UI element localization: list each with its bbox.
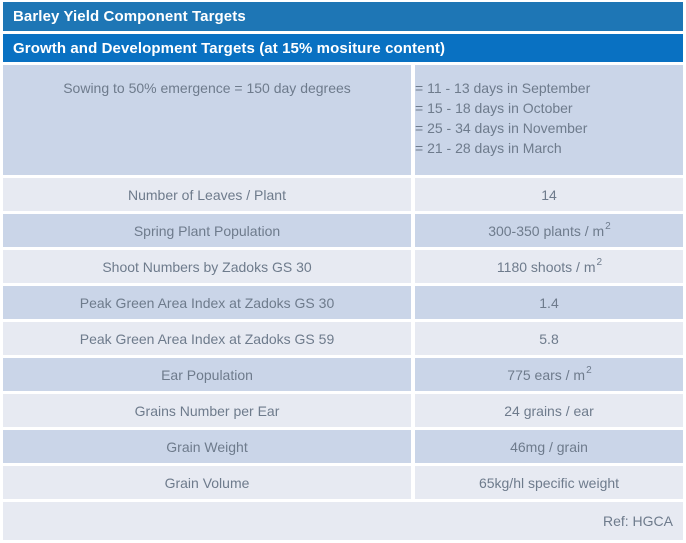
row-value-cell: 1.4 bbox=[415, 286, 683, 319]
row-label-cell: Grains Number per Ear bbox=[3, 394, 411, 427]
table-subtitle: Growth and Development Targets (at 15% m… bbox=[13, 39, 446, 57]
row-label-cell: Peak Green Area Index at Zadoks GS 30 bbox=[3, 286, 411, 319]
table-body: Sowing to 50% emergence = 150 day degree… bbox=[3, 65, 683, 499]
row-label: Peak Green Area Index at Zadoks GS 59 bbox=[79, 330, 335, 347]
row-label: Peak Green Area Index at Zadoks GS 30 bbox=[79, 294, 335, 311]
table-row: Grain Weight 46mg / grain bbox=[3, 430, 683, 463]
table-row: Sowing to 50% emergence = 150 day degree… bbox=[3, 65, 683, 175]
table-footer-row: Ref: HGCA bbox=[3, 502, 683, 540]
row-value: 65kg/hl specific weight bbox=[478, 474, 620, 491]
table-subtitle-bar: Growth and Development Targets (at 15% m… bbox=[3, 34, 683, 62]
row-label: Ear Population bbox=[161, 366, 253, 383]
row-label-cell: Spring Plant Population bbox=[3, 214, 411, 247]
table-title: Barley Yield Component Targets bbox=[13, 8, 246, 25]
row-value-cell: 46mg / grain bbox=[415, 430, 683, 463]
row-value-cell: = 11 - 13 days in September = 15 - 18 day… bbox=[415, 65, 683, 175]
row-value: 14 bbox=[541, 186, 557, 203]
row-value-line: = 21 - 28 days in March bbox=[415, 140, 562, 156]
row-value: 1180 shoots / m bbox=[496, 258, 596, 275]
row-value-cell: 14 bbox=[415, 178, 683, 211]
row-label-cell: Shoot Numbers by Zadoks GS 30 bbox=[3, 250, 411, 283]
table-row: Peak Green Area Index at Zadoks GS 30 1.… bbox=[3, 286, 683, 319]
row-label: Grain Weight bbox=[166, 438, 248, 455]
table-title-bar: Barley Yield Component Targets bbox=[3, 2, 683, 31]
table-row: Grains Number per Ear 24 grains / ear bbox=[3, 394, 683, 427]
row-label: Spring Plant Population bbox=[133, 222, 281, 239]
row-label-cell: Sowing to 50% emergence = 150 day degree… bbox=[3, 65, 411, 175]
row-label-cell: Grain Weight bbox=[3, 430, 411, 463]
table-row: Number of Leaves / Plant 14 bbox=[3, 178, 683, 211]
row-value: 300-350 plants / m bbox=[488, 222, 605, 239]
row-label-cell: Grain Volume bbox=[3, 466, 411, 499]
reference-text: Ref: HGCA bbox=[602, 513, 673, 529]
row-value-line: = 11 - 13 days in September bbox=[415, 80, 591, 96]
row-label: Grain Volume bbox=[164, 474, 250, 491]
row-value: 775 ears / m bbox=[507, 366, 586, 383]
table-row: Grain Volume 65kg/hl specific weight bbox=[3, 466, 683, 499]
row-value-cell: 24 grains / ear bbox=[415, 394, 683, 427]
row-label: Grains Number per Ear bbox=[134, 402, 280, 419]
row-value: 5.8 bbox=[539, 330, 559, 347]
row-label: Shoot Numbers by Zadoks GS 30 bbox=[102, 258, 312, 275]
row-value-line: = 25 - 34 days in November bbox=[415, 120, 588, 136]
table-row: Shoot Numbers by Zadoks GS 30 1180 shoot… bbox=[3, 250, 683, 283]
row-value-cell: 5.8 bbox=[415, 322, 683, 355]
table-row: Peak Green Area Index at Zadoks GS 59 5.… bbox=[3, 322, 683, 355]
row-value: 46mg / grain bbox=[510, 438, 588, 455]
row-value: 1.4 bbox=[539, 294, 559, 311]
row-value-line: = 15 - 18 days in October bbox=[415, 100, 573, 116]
table-row: Spring Plant Population 300-350 plants /… bbox=[3, 214, 683, 247]
row-label: Number of Leaves / Plant bbox=[128, 186, 286, 203]
row-label-cell: Number of Leaves / Plant bbox=[3, 178, 411, 211]
row-value-cell: 65kg/hl specific weight bbox=[415, 466, 683, 499]
row-label-cell: Ear Population bbox=[3, 358, 411, 391]
row-label: Sowing to 50% emergence = 150 day degree… bbox=[63, 80, 351, 96]
row-label-cell: Peak Green Area Index at Zadoks GS 59 bbox=[3, 322, 411, 355]
row-value: 24 grains / ear bbox=[504, 402, 594, 419]
